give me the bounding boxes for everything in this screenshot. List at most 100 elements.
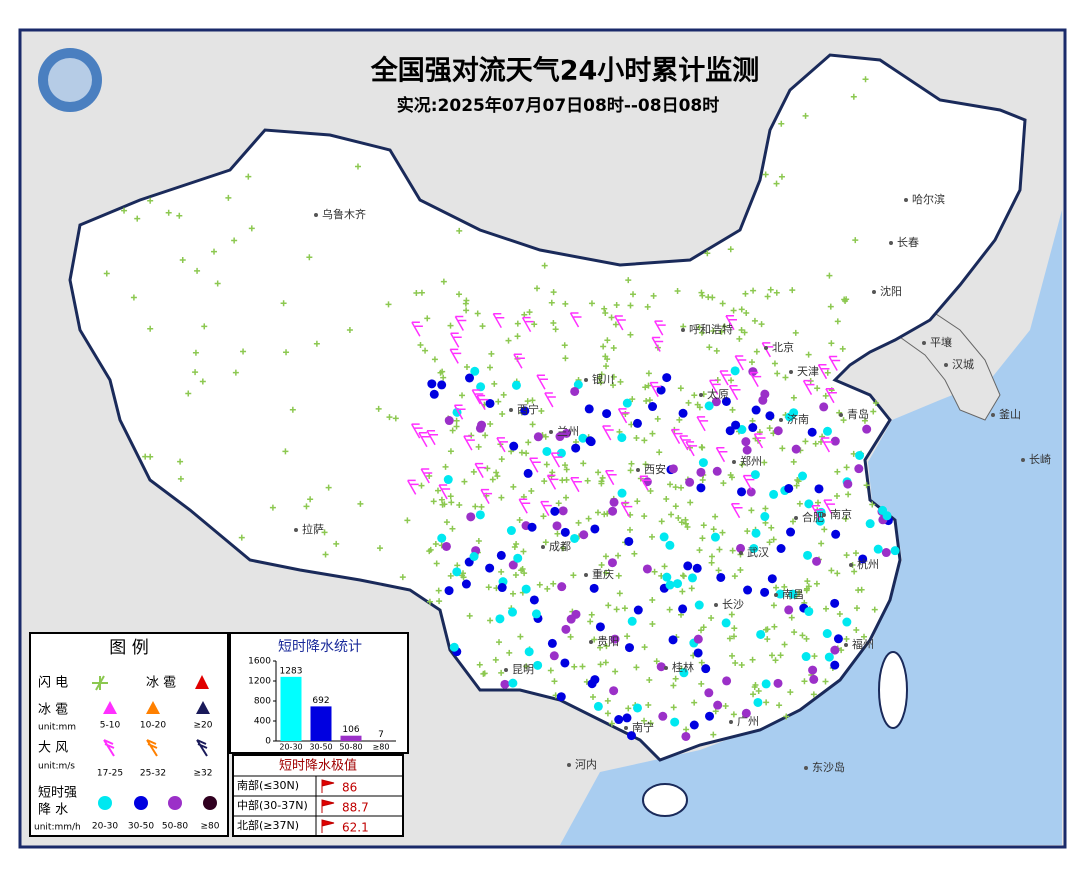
- rain-dot: [760, 512, 770, 522]
- lightning: [721, 323, 728, 330]
- lightning: [691, 392, 698, 399]
- lightning: [730, 711, 737, 718]
- x-tick-label: 50-80: [339, 743, 362, 752]
- lightning: [738, 326, 745, 333]
- lightning: [715, 567, 722, 574]
- rain-dot: [500, 679, 510, 689]
- lightning: [647, 488, 654, 495]
- rain-dot: [873, 544, 883, 554]
- lightning: [698, 659, 705, 666]
- rain-dot: [775, 589, 785, 599]
- rain-dot: [609, 686, 619, 696]
- rain-dot: [441, 541, 451, 551]
- city-dot: [922, 341, 926, 345]
- city-label: 成都: [549, 540, 571, 553]
- lightning: [103, 270, 110, 277]
- rain-dot: [658, 711, 668, 721]
- city-label: 昆明: [512, 663, 534, 676]
- rain-dot: [659, 532, 669, 542]
- lightning: [570, 572, 577, 579]
- rain-dot: [511, 380, 521, 390]
- lightning: [521, 311, 528, 318]
- rain-dot: [808, 665, 818, 675]
- lightning: [376, 545, 383, 552]
- lightning: [600, 343, 607, 350]
- rain-dot: [696, 483, 706, 493]
- wind-barb: [742, 474, 755, 491]
- lightning: [766, 539, 773, 546]
- city-dot: [844, 643, 848, 647]
- rain-icon: [203, 796, 217, 810]
- lightning: [597, 379, 604, 386]
- lightning: [750, 691, 757, 698]
- lightning: [238, 534, 245, 541]
- region: 中部(30-37N): [237, 798, 308, 812]
- legend-box: [29, 632, 229, 837]
- rain-dot: [776, 544, 786, 554]
- wind-barb: [550, 452, 563, 468]
- lightning: [559, 477, 566, 484]
- wind-barb: [620, 501, 633, 518]
- lightning: [322, 551, 329, 558]
- lightning: [598, 562, 605, 569]
- lightning: [839, 345, 846, 352]
- rain-dot: [791, 444, 801, 454]
- lightning: [823, 605, 830, 612]
- rain-dot: [730, 366, 740, 376]
- wind-barb: [730, 503, 743, 519]
- lightning: [699, 292, 706, 299]
- rain-dot: [507, 607, 517, 617]
- rain-dot: [549, 651, 559, 661]
- rain-dot: [750, 470, 760, 480]
- lightning: [777, 652, 784, 659]
- rain-dot: [882, 511, 892, 521]
- lightning: [631, 550, 638, 557]
- city-dot: [636, 468, 640, 472]
- lightning: [434, 487, 441, 494]
- rain-dot: [685, 477, 695, 487]
- city-label: 重庆: [592, 567, 614, 581]
- lightning: [827, 303, 834, 310]
- lightning: [524, 398, 531, 405]
- rain-dot: [444, 416, 454, 426]
- lightning: [562, 300, 569, 307]
- lightning: [552, 326, 559, 333]
- extreme-value: 62.1: [342, 821, 369, 835]
- city-dot: [664, 666, 668, 670]
- lightning: [555, 500, 562, 507]
- wind-barb: [602, 425, 614, 441]
- city-label: 贵阳: [597, 635, 619, 648]
- lightning: [696, 547, 703, 554]
- lightning: [621, 605, 628, 612]
- x-tick-label: ≥80: [373, 743, 390, 752]
- lightning: [663, 495, 670, 502]
- lightning: [165, 209, 172, 216]
- city-label: 釜山: [999, 407, 1021, 421]
- rain-dot: [524, 647, 534, 657]
- lightning: [771, 623, 778, 630]
- city-label: 乌鲁木齐: [322, 207, 366, 221]
- lightning: [814, 385, 821, 392]
- wind-barb: [696, 416, 709, 432]
- x-tick-label: 20-30: [279, 743, 302, 752]
- lightning: [491, 380, 498, 387]
- lightning: [604, 710, 611, 717]
- rain-dot: [642, 564, 652, 574]
- lightning: [773, 289, 780, 296]
- lightning: [700, 624, 707, 631]
- wind-barb: [438, 484, 451, 500]
- lightning: [608, 720, 615, 727]
- lightning: [459, 572, 466, 579]
- lightning: [805, 351, 812, 358]
- lightning: [544, 585, 551, 592]
- lightning: [744, 528, 751, 535]
- lightning: [306, 254, 313, 261]
- lightning: [749, 417, 756, 424]
- rain-dot: [761, 679, 771, 689]
- rain-dot: [890, 546, 900, 556]
- rain-dot: [801, 652, 811, 662]
- lightning: [742, 290, 749, 297]
- rain-dot: [784, 483, 794, 493]
- lightning: [713, 347, 720, 354]
